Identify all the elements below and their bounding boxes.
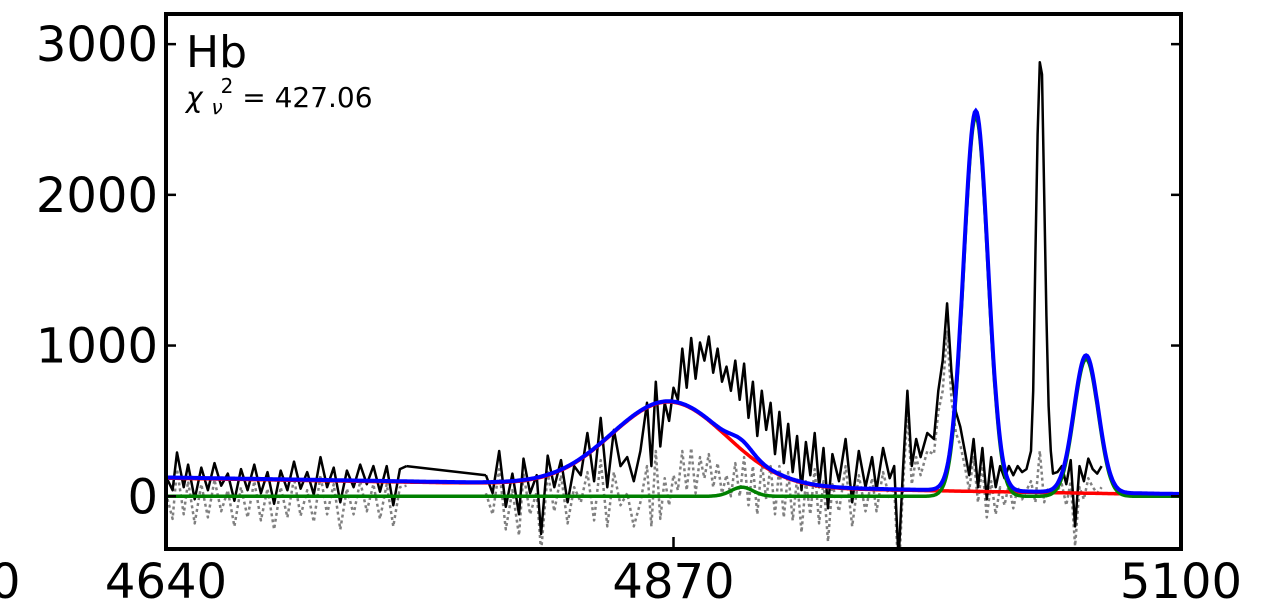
y-tick-label: 3000 (36, 17, 158, 73)
chi-symbol: χ (184, 81, 204, 114)
chi-superscript: 2 (221, 74, 234, 98)
x-tick-label-cut: 0 (0, 554, 21, 610)
y-tick-label: 1000 (36, 319, 158, 375)
y-tick-label: 2000 (36, 168, 158, 224)
x-tick-label: 4640 (105, 554, 227, 610)
chi-value: = 427.06 (242, 81, 372, 114)
total-model-line (166, 107, 1181, 496)
y-tick-label: 0 (127, 469, 158, 525)
x-axis: 4640 4870 5100 (105, 537, 1242, 610)
residual-line-segment-0 (166, 467, 407, 531)
chi-squared-annotation: χ ν 2 = 427.06 (184, 67, 373, 121)
chart-title: Hb (186, 27, 247, 78)
x-tick-label: 4870 (612, 554, 734, 610)
data-line-segment-1 (406, 464, 487, 477)
x-tick-label: 5100 (1120, 554, 1242, 610)
plot-area (166, 60, 1181, 549)
y-axis: 0 1000 2000 3000 (36, 17, 1181, 525)
narrow-model-line (166, 113, 1181, 499)
chi-subscript: ν (211, 95, 222, 119)
residual-line-segment-1 (484, 329, 1103, 549)
